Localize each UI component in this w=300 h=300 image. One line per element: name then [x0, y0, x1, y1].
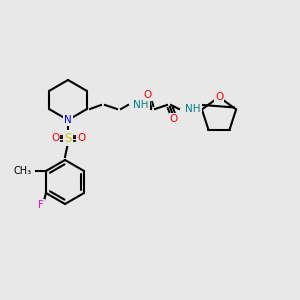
Text: O: O — [51, 133, 59, 143]
Text: O: O — [77, 133, 85, 143]
Text: O: O — [215, 92, 223, 102]
Text: O: O — [51, 133, 59, 143]
Text: CH₃: CH₃ — [14, 166, 32, 176]
Text: S: S — [64, 131, 72, 145]
Text: O: O — [170, 114, 178, 124]
Text: N: N — [64, 115, 72, 125]
Text: O: O — [77, 133, 85, 143]
Text: F: F — [38, 200, 44, 210]
Text: O: O — [144, 90, 152, 100]
Text: S: S — [64, 131, 72, 145]
Text: NH: NH — [133, 100, 148, 110]
Text: NH: NH — [185, 104, 200, 114]
